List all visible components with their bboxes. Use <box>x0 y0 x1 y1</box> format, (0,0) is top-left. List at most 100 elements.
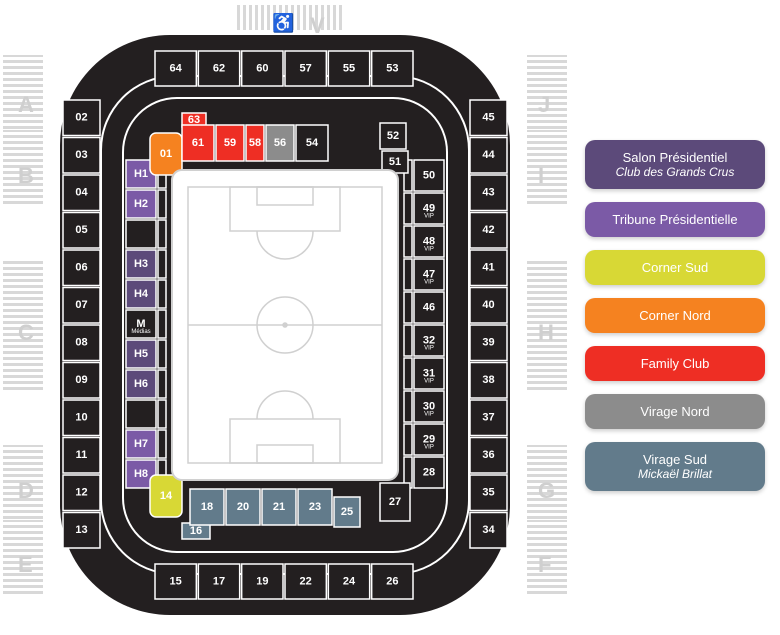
block-22[interactable]: 22 <box>285 564 326 599</box>
block-H3[interactable]: H3 <box>126 250 156 278</box>
block-37[interactable]: 37 <box>470 400 507 436</box>
block-32[interactable]: 32VIP <box>414 325 444 356</box>
block-19[interactable]: 19 <box>242 564 283 599</box>
block-09[interactable]: 09 <box>63 363 100 399</box>
legend-item[interactable]: Salon PrésidentielClub des Grands Crus <box>585 140 765 189</box>
block-53[interactable]: 53 <box>372 51 413 86</box>
block-47[interactable]: 47VIP <box>414 259 444 290</box>
legend-item[interactable]: Corner Nord <box>585 298 765 333</box>
block-[interactable] <box>404 292 412 323</box>
block-18[interactable]: 18 <box>190 489 224 525</box>
block-49[interactable]: 49VIP <box>414 193 444 224</box>
svg-text:VIP: VIP <box>424 445 434 451</box>
block-54[interactable]: 54 <box>296 125 328 161</box>
block-23[interactable]: 23 <box>298 489 332 525</box>
block-60[interactable]: 60 <box>242 51 283 86</box>
block-50[interactable]: 50 <box>414 160 444 191</box>
block-H7[interactable]: H7 <box>126 430 156 458</box>
svg-text:17: 17 <box>213 575 225 587</box>
block-55[interactable]: 55 <box>328 51 369 86</box>
block-H4[interactable]: H4 <box>126 280 156 308</box>
block-11[interactable]: 11 <box>63 438 100 474</box>
block-46[interactable]: 46 <box>414 292 444 323</box>
block-41[interactable]: 41 <box>470 250 507 286</box>
legend-item[interactable]: Family Club <box>585 346 765 381</box>
block-21[interactable]: 21 <box>262 489 296 525</box>
block-14[interactable]: 14 <box>150 475 182 517</box>
block-58[interactable]: 58 <box>246 125 264 161</box>
block-[interactable] <box>158 280 166 308</box>
block-M[interactable]: MMédias <box>126 310 156 338</box>
block-[interactable] <box>158 400 166 428</box>
block-44[interactable]: 44 <box>470 138 507 174</box>
block-[interactable] <box>126 220 156 248</box>
block-06[interactable]: 06 <box>63 250 100 286</box>
legend-item[interactable]: Virage SudMickaël Brillat <box>585 442 765 491</box>
block-02[interactable]: 02 <box>63 100 100 136</box>
block-64[interactable]: 64 <box>155 51 196 86</box>
legend-item[interactable]: Virage Nord <box>585 394 765 429</box>
block-20[interactable]: 20 <box>226 489 260 525</box>
block-01[interactable]: 01 <box>150 133 182 175</box>
block-[interactable] <box>404 193 412 224</box>
block-04[interactable]: 04 <box>63 175 100 211</box>
stadium-seatmap: ABCDEFGHIJV♿ 646260575553151719222426020… <box>0 0 780 635</box>
block-15[interactable]: 15 <box>155 564 196 599</box>
block-12[interactable]: 12 <box>63 475 100 511</box>
block-29[interactable]: 29VIP <box>414 424 444 455</box>
block-45[interactable]: 45 <box>470 100 507 136</box>
svg-text:52: 52 <box>387 130 399 142</box>
block-42[interactable]: 42 <box>470 213 507 249</box>
block-[interactable] <box>158 340 166 368</box>
block-17[interactable]: 17 <box>198 564 239 599</box>
block-[interactable] <box>404 226 412 257</box>
block-[interactable] <box>158 310 166 338</box>
block-H5[interactable]: H5 <box>126 340 156 368</box>
block-[interactable] <box>404 358 412 389</box>
block-[interactable] <box>404 259 412 290</box>
block-43[interactable]: 43 <box>470 175 507 211</box>
block-28[interactable]: 28 <box>414 457 444 488</box>
block-56[interactable]: 56 <box>266 125 294 161</box>
block-03[interactable]: 03 <box>63 138 100 174</box>
block-H6[interactable]: H6 <box>126 370 156 398</box>
block-[interactable] <box>404 424 412 455</box>
block-26[interactable]: 26 <box>372 564 413 599</box>
block-25[interactable]: 25 <box>334 497 360 527</box>
block-62[interactable]: 62 <box>198 51 239 86</box>
block-31[interactable]: 31VIP <box>414 358 444 389</box>
block-[interactable] <box>158 250 166 278</box>
block-48[interactable]: 48VIP <box>414 226 444 257</box>
block-[interactable] <box>404 325 412 356</box>
block-40[interactable]: 40 <box>470 288 507 324</box>
legend-item[interactable]: Tribune Présidentielle <box>585 202 765 237</box>
block-[interactable] <box>158 220 166 248</box>
block-61[interactable]: 61 <box>182 125 214 161</box>
block-[interactable] <box>126 400 156 428</box>
block-[interactable] <box>158 430 166 458</box>
block-07[interactable]: 07 <box>63 288 100 324</box>
block-08[interactable]: 08 <box>63 325 100 361</box>
block-[interactable] <box>158 370 166 398</box>
block-57[interactable]: 57 <box>285 51 326 86</box>
block-35[interactable]: 35 <box>470 475 507 511</box>
block-34[interactable]: 34 <box>470 513 507 549</box>
block-52[interactable]: 52 <box>380 123 406 149</box>
block-05[interactable]: 05 <box>63 213 100 249</box>
block-38[interactable]: 38 <box>470 363 507 399</box>
block-59[interactable]: 59 <box>216 125 244 161</box>
block-39[interactable]: 39 <box>470 325 507 361</box>
svg-text:51: 51 <box>389 156 401 168</box>
block-H2[interactable]: H2 <box>126 190 156 218</box>
block-24[interactable]: 24 <box>328 564 369 599</box>
block-30[interactable]: 30VIP <box>414 391 444 422</box>
block-10[interactable]: 10 <box>63 400 100 436</box>
legend-item[interactable]: Corner Sud <box>585 250 765 285</box>
block-[interactable] <box>158 190 166 218</box>
svg-text:56: 56 <box>274 137 286 149</box>
block-36[interactable]: 36 <box>470 438 507 474</box>
block-27[interactable]: 27 <box>380 483 410 521</box>
block-13[interactable]: 13 <box>63 513 100 549</box>
block-[interactable] <box>404 391 412 422</box>
svg-text:18: 18 <box>201 501 213 513</box>
